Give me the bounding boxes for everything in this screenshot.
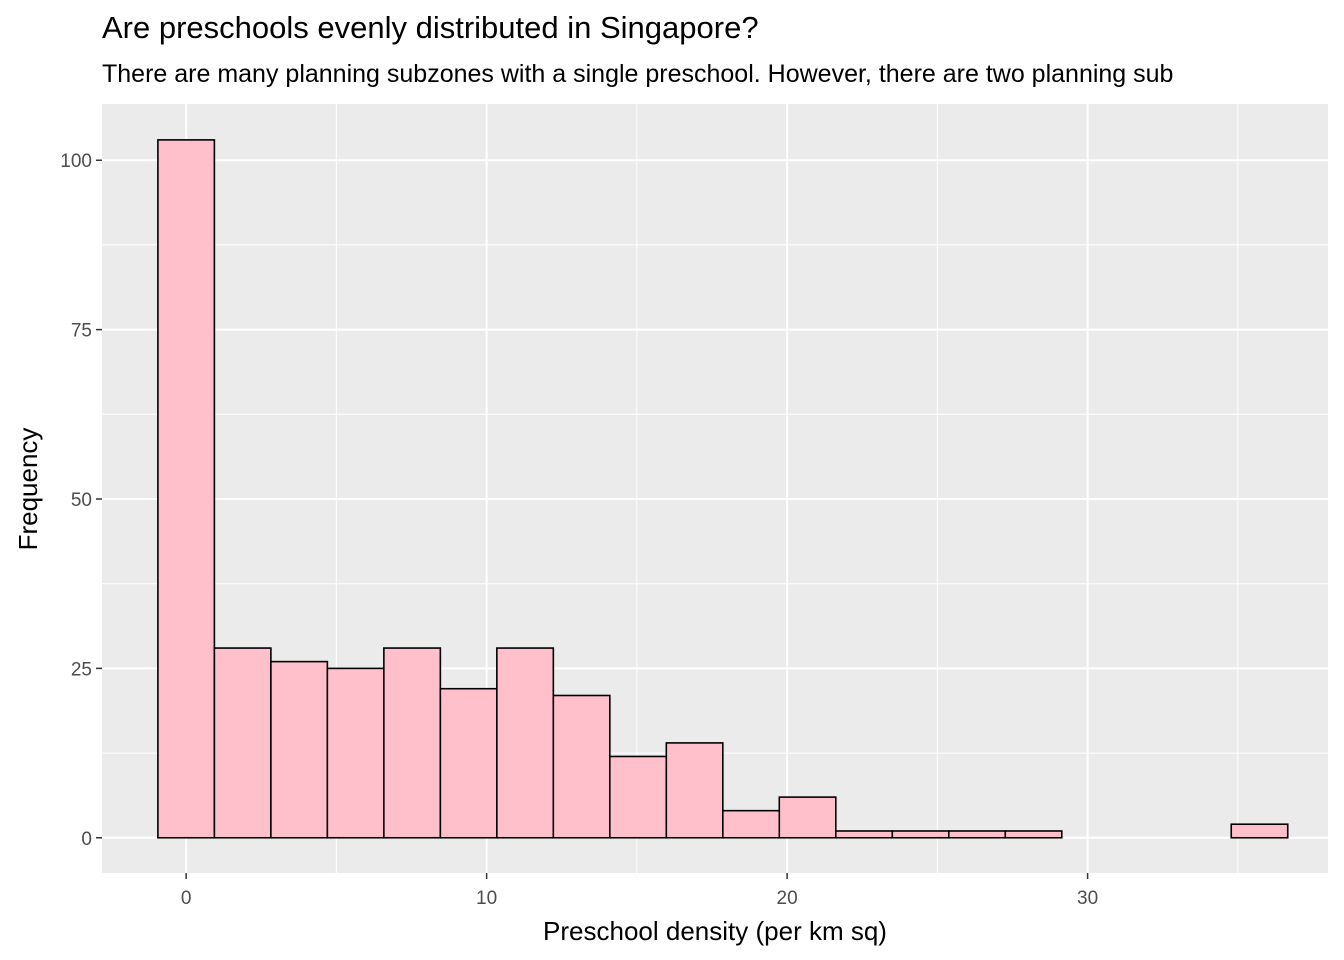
y-axis-title: Frequency — [13, 428, 43, 551]
histogram-bar — [552, 694, 611, 839]
histogram-bar — [496, 647, 555, 839]
histogram-bar — [270, 660, 329, 839]
x-axis-ticks: 0 10 20 30 — [181, 873, 1098, 909]
x-axis-title: Preschool density (per km sq) — [543, 916, 887, 946]
histogram-bar — [722, 809, 781, 839]
y-tick-label: 100 — [60, 151, 92, 172]
x-tick-label: 0 — [181, 888, 192, 909]
histogram-bar — [326, 667, 385, 839]
chart-title: Are preschools evenly distributed in Sin… — [102, 10, 759, 45]
y-tick-label: 50 — [71, 490, 92, 511]
histogram-bar — [213, 647, 272, 839]
x-tick-label: 30 — [1077, 888, 1098, 909]
y-tick-label: 25 — [71, 659, 92, 680]
histogram-bar — [439, 687, 498, 839]
histogram-bar — [609, 755, 668, 839]
x-tick-label: 20 — [777, 888, 798, 909]
y-tick-label: 75 — [71, 321, 92, 342]
histogram-bar — [1004, 830, 1063, 839]
histogram-bar — [157, 139, 216, 839]
histogram-bar — [834, 830, 894, 839]
x-tick-label: 10 — [476, 888, 497, 909]
histogram-bar — [383, 647, 442, 839]
histogram-bar — [665, 742, 724, 839]
chart-subtitle: There are many planning subzones with a … — [102, 60, 1174, 88]
histogram-bars — [157, 139, 1289, 839]
y-axis-ticks: 0 25 50 75 100 — [60, 151, 102, 850]
histogram-bar — [947, 830, 1007, 839]
histogram-bar — [1230, 823, 1289, 839]
y-tick-label: 0 — [81, 829, 92, 850]
histogram-bar — [891, 830, 950, 839]
histogram-bar — [778, 796, 837, 839]
